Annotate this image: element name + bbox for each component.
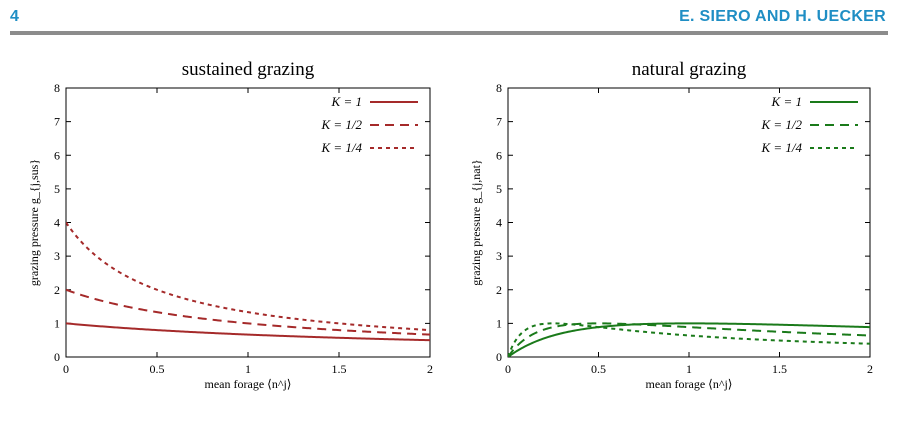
series-line-1 (508, 322, 870, 357)
chart-title: sustained grazing (182, 59, 315, 80)
y-tick-label: 4 (54, 216, 60, 230)
series-line-3 (508, 322, 870, 357)
x-tick-label: 1.5 (332, 362, 347, 376)
y-tick-label: 5 (54, 182, 60, 196)
series-line-2 (508, 322, 870, 357)
x-tick-label: 1 (686, 362, 692, 376)
x-axis-label: mean forage ⟨n^j⟩ (646, 377, 733, 391)
y-tick-label: 2 (496, 283, 502, 297)
y-tick-label: 2 (54, 283, 60, 297)
x-axis-label: mean forage ⟨n^j⟩ (205, 377, 292, 391)
x-tick-label: 0.5 (150, 362, 165, 376)
y-tick-label: 3 (496, 249, 502, 263)
y-axis-label: grazing pressure g_{j,nat} (469, 159, 483, 285)
x-tick-label: 0 (505, 362, 511, 376)
legend-label-1: K = 1 (771, 94, 802, 109)
y-tick-label: 8 (496, 81, 502, 95)
chart-2: natural grazing 0 1 2 3 4 5 6 7 8 0 0.5 1 1.5 2 mean fo… (469, 59, 873, 391)
y-tick-label: 0 (496, 350, 502, 364)
x-tick-label: 1 (245, 362, 251, 376)
page-number: 4 (10, 8, 19, 25)
chart-title: natural grazing (632, 59, 747, 80)
legend-label-2: K = 1/2 (760, 117, 802, 132)
series-line-3 (66, 221, 430, 332)
running-head-authors: E. SIERO AND H. UECKER (679, 8, 886, 25)
x-tick-label: 0 (63, 362, 69, 376)
plot-frame (65, 87, 431, 358)
y-tick-label: 1 (496, 316, 502, 330)
plot-frame (507, 87, 871, 358)
y-tick-label: 1 (54, 316, 60, 330)
legend-label-2: K = 1/2 (320, 117, 362, 132)
page-header: 4 E. SIERO AND H. UECKER (0, 0, 898, 40)
series-line-1 (66, 322, 430, 342)
header-rule (10, 31, 888, 35)
legend-label-3: K = 1/4 (760, 140, 802, 155)
y-tick-label: 8 (54, 81, 60, 95)
legend-label-1: K = 1 (331, 94, 362, 109)
y-tick-label: 4 (496, 216, 502, 230)
y-tick-label: 5 (496, 182, 502, 196)
y-axis-label: grazing pressure g_{j,sus} (27, 159, 41, 286)
y-tick-label: 7 (496, 115, 502, 129)
legend-label-3: K = 1/4 (320, 140, 362, 155)
x-tick-label: 0.5 (591, 362, 606, 376)
y-tick-label: 0 (54, 350, 60, 364)
x-tick-label: 2 (427, 362, 433, 376)
x-tick-label: 1.5 (772, 362, 787, 376)
x-tick-label: 2 (867, 362, 873, 376)
y-tick-label: 7 (54, 115, 60, 129)
chart-1: sustained grazing 0 1 2 3 4 5 6 7 8 0 0.5 1 1.5 2 mean … (27, 59, 433, 391)
y-tick-label: 6 (54, 148, 60, 162)
y-tick-label: 3 (54, 249, 60, 263)
y-tick-label: 6 (496, 148, 502, 162)
series-line-2 (66, 288, 430, 336)
